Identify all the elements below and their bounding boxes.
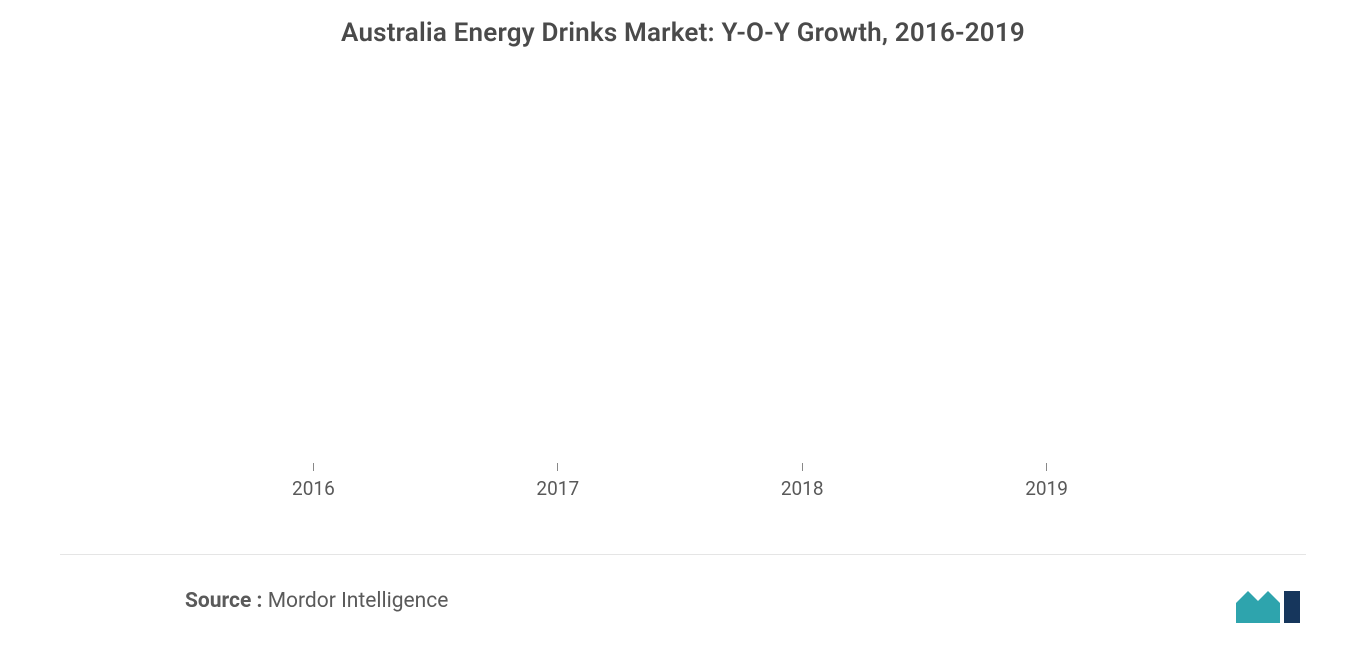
x-label-2019: 2019 [1025,477,1068,500]
x-tick-group: 2018 [699,463,906,500]
tick-mark [557,463,558,471]
x-tick-group: 2016 [210,463,417,500]
bars-container [210,100,1150,500]
x-label-2016: 2016 [292,477,335,500]
mordor-logo-icon [1234,585,1304,627]
source-label: Source : [185,589,262,613]
tick-mark [1046,463,1047,471]
x-label-2017: 2017 [536,477,579,500]
x-axis: 2016 2017 2018 2019 [210,463,1150,500]
chart-title: Australia Energy Drinks Market: Y-O-Y Gr… [0,0,1366,48]
chart-area: 2016 2017 2018 2019 [210,100,1150,530]
divider [60,554,1306,555]
source-name: Mordor Intelligence [268,589,449,613]
tick-mark [802,463,803,471]
tick-mark [313,463,314,471]
x-tick-group: 2019 [943,463,1150,500]
source-line: Source : Mordor Intelligence [185,589,448,613]
x-label-2018: 2018 [781,477,824,500]
x-tick-group: 2017 [454,463,661,500]
